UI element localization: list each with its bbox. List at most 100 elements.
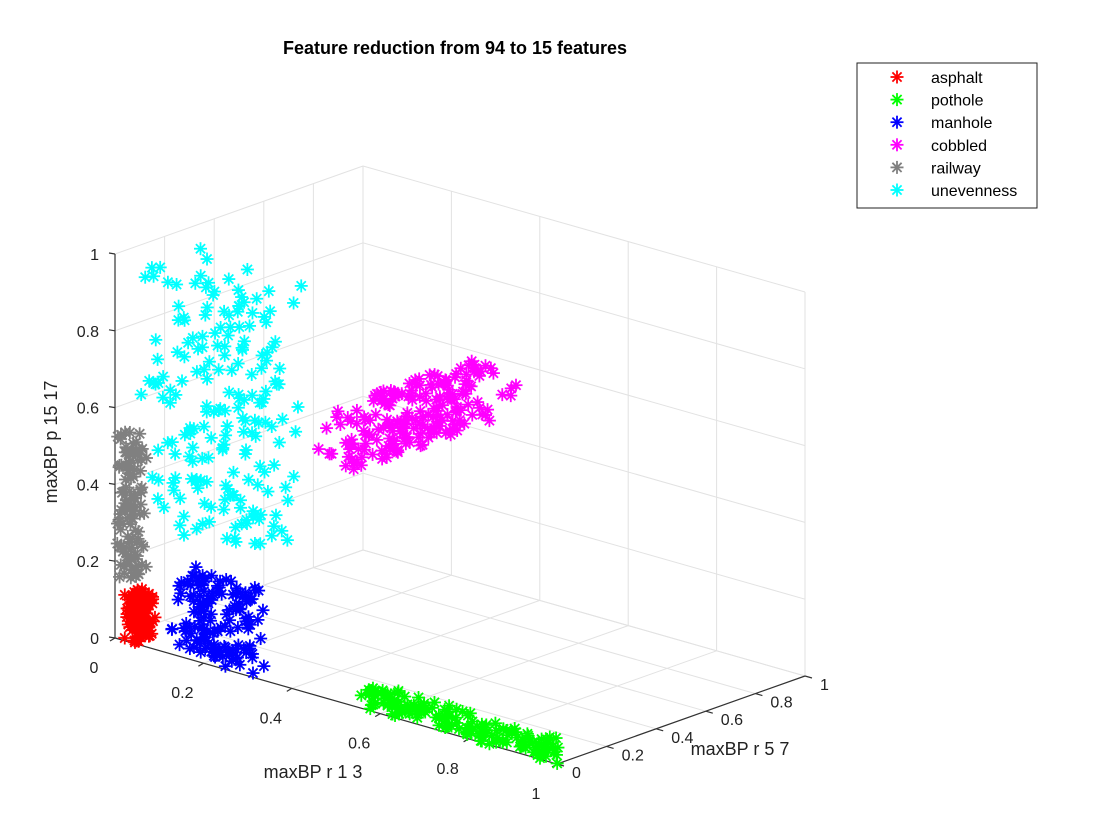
data-point [212,363,226,377]
data-point [129,569,143,583]
data-point [195,340,209,354]
x-tick-mark [374,713,381,718]
legend-marker [890,115,904,129]
gridline [214,602,657,730]
data-point [245,647,259,661]
legend-box [856,62,1038,209]
data-point [262,284,276,298]
data-point [131,454,145,468]
z-tick-mark [108,406,116,409]
gridline [164,619,607,747]
data-point [248,413,262,427]
data-point [194,269,208,283]
data-point [152,473,166,487]
x-axis-label: maxBP r 1 3 [264,762,363,782]
data-point [215,587,229,601]
data-point [217,503,231,517]
y-tick-label: 0.6 [721,712,743,729]
data-point [407,698,421,712]
data-point [409,414,423,428]
data-point [459,374,473,388]
data-point [294,279,308,293]
y-tick-mark [705,710,713,714]
data-point [248,581,262,595]
data-point [245,367,259,381]
data-point [213,574,227,588]
x-tick-label: 0.8 [436,761,458,778]
data-point [231,621,245,635]
data-point [385,698,399,712]
data-point [123,484,137,498]
data-point [121,529,135,543]
data-point [218,348,232,362]
data-point [199,280,213,294]
data-point [221,329,235,343]
data-point [388,708,402,722]
data-point [267,519,281,533]
data-point [225,363,239,377]
data-point [258,415,272,429]
data-points [110,242,565,770]
data-point [249,429,263,443]
legend-marker [890,70,904,84]
data-point [208,326,222,340]
data-point [194,645,208,659]
data-point [438,376,452,390]
data-point [124,471,138,485]
data-point [415,704,429,718]
data-point [219,478,233,492]
data-point [177,528,191,542]
data-point [265,419,279,433]
data-point [452,722,466,736]
data-point [265,529,279,543]
data-point [131,558,145,572]
data-point [355,450,369,464]
data-point [426,410,440,424]
data-point [179,616,193,630]
data-point [194,242,208,256]
data-point [279,480,293,494]
data-point [200,475,214,489]
data-point [387,437,401,451]
data-point [344,414,358,428]
data-point [133,618,147,632]
data-point [517,735,531,749]
data-point [254,632,268,646]
data-point [220,419,234,433]
data-point [482,414,496,428]
data-point [481,403,495,417]
data-point [113,539,127,553]
data-point [482,737,496,751]
data-point [269,508,283,522]
data-point [170,345,184,359]
data-point [257,310,271,324]
data-point [251,613,265,627]
legend-label: asphalt [931,70,983,87]
data-point [377,397,391,411]
series-pothole [354,681,565,770]
y-tick-mark [656,728,664,732]
z-tick-label: 0.4 [77,477,99,494]
gridline [362,549,806,677]
data-point [413,404,427,418]
data-point [226,465,240,479]
series-unevenness [134,242,308,551]
data-point [287,296,301,310]
data-point [465,408,479,422]
data-point [200,405,214,419]
data-point [197,420,211,434]
data-point [230,651,244,665]
data-point [243,641,257,655]
data-point [197,363,211,377]
data-point [183,421,197,435]
data-point [253,396,267,410]
data-point [246,666,260,680]
data-point [172,299,186,313]
data-point [323,447,337,461]
legend-marker [890,160,904,174]
gridline [362,472,806,600]
data-point [448,418,462,432]
data-point [364,698,378,712]
data-point [211,339,225,353]
